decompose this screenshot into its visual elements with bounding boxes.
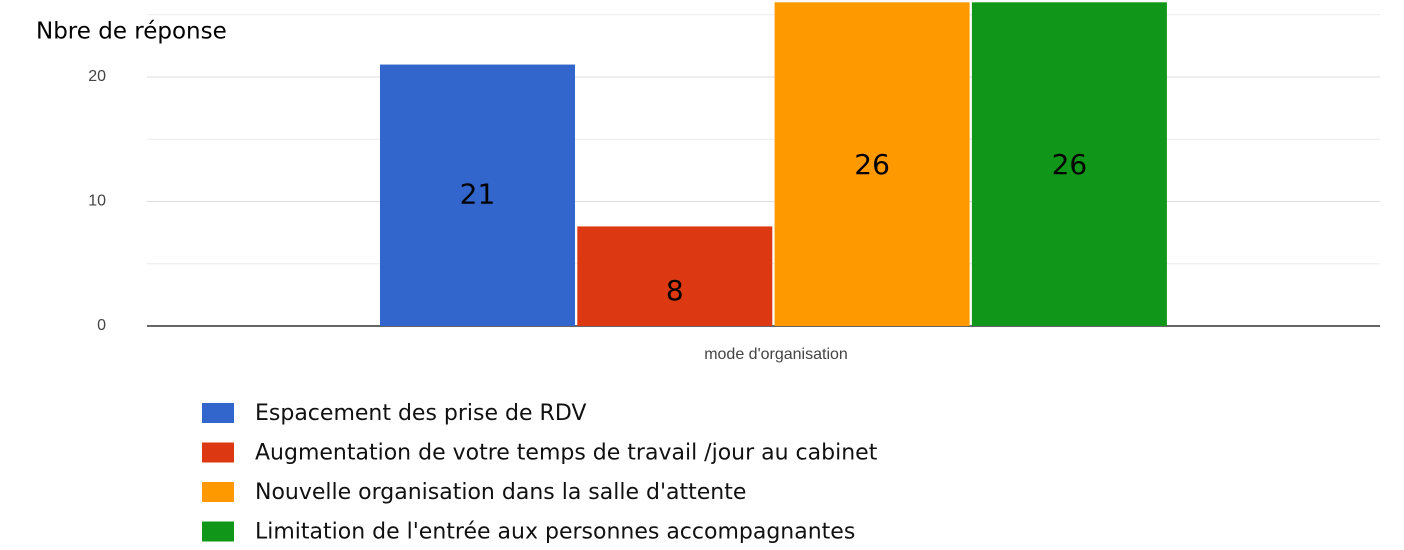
value-label: 21 <box>460 177 496 210</box>
legend-label: Augmentation de votre temps de travail /… <box>255 441 878 466</box>
legend-swatch <box>202 482 234 502</box>
legend-swatch <box>202 442 234 463</box>
value-label: 8 <box>666 274 684 307</box>
y-tick-label: 0 <box>97 317 106 334</box>
legend-label: Espacement des prise de RDV <box>255 401 586 426</box>
legend-swatch <box>202 403 234 423</box>
bar <box>971 2 1167 326</box>
y-tick-label: 20 <box>88 68 106 85</box>
bars <box>380 2 1167 326</box>
legend-label: Limitation de l'entrée aux personnes acc… <box>255 520 855 545</box>
y-axis-title: Nbre de réponse <box>36 19 227 45</box>
legend-swatch <box>202 521 234 542</box>
legend-label: Nouvelle organisation dans la salle d'at… <box>255 480 746 505</box>
y-tick-label: 10 <box>88 193 106 210</box>
bar <box>774 2 970 326</box>
bar <box>380 64 575 326</box>
value-label: 26 <box>1052 148 1088 181</box>
value-label: 26 <box>854 148 890 181</box>
x-axis-title: mode d'organisation <box>704 346 848 363</box>
bar <box>577 226 773 326</box>
